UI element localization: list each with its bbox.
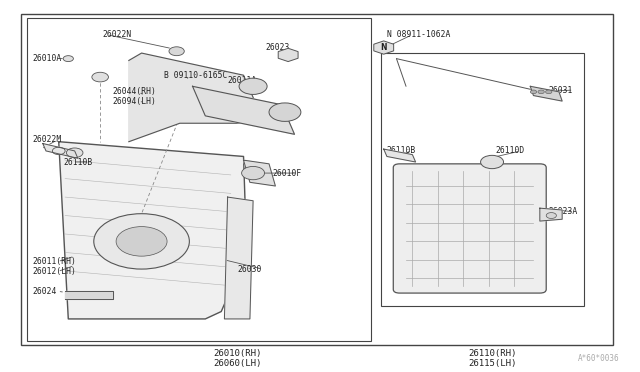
- Text: N: N: [380, 43, 387, 52]
- Polygon shape: [59, 142, 246, 319]
- Text: 26022M: 26022M: [32, 135, 61, 144]
- Polygon shape: [540, 208, 562, 221]
- Polygon shape: [531, 86, 562, 101]
- Circle shape: [545, 90, 552, 94]
- Polygon shape: [244, 160, 275, 186]
- Circle shape: [116, 227, 167, 256]
- Text: 26022N: 26022N: [103, 30, 132, 39]
- Text: 26115(LH): 26115(LH): [468, 359, 516, 368]
- Text: 26060(LH): 26060(LH): [213, 359, 261, 368]
- Circle shape: [239, 78, 267, 94]
- Circle shape: [546, 212, 556, 218]
- Circle shape: [538, 90, 544, 94]
- Text: 26110B: 26110B: [64, 157, 93, 167]
- Polygon shape: [193, 86, 294, 134]
- Text: 26030: 26030: [237, 264, 262, 273]
- Text: 26110D: 26110D: [495, 147, 525, 155]
- Text: N 08911-1062A: N 08911-1062A: [387, 30, 451, 39]
- Circle shape: [242, 166, 264, 180]
- Text: 26110B: 26110B: [387, 147, 416, 155]
- Text: 26010(RH): 26010(RH): [213, 350, 261, 359]
- Text: 26110(RH): 26110(RH): [468, 350, 516, 359]
- Text: B 09110-6165C: B 09110-6165C: [164, 71, 227, 80]
- Polygon shape: [384, 149, 415, 162]
- Text: 26012(LH): 26012(LH): [32, 267, 76, 276]
- Circle shape: [63, 56, 74, 62]
- Bar: [381, 53, 584, 306]
- Text: A*60*0036: A*60*0036: [578, 354, 620, 363]
- Bar: [27, 18, 371, 341]
- Circle shape: [169, 47, 184, 56]
- Circle shape: [94, 214, 189, 269]
- Text: 26011A: 26011A: [228, 76, 257, 85]
- FancyBboxPatch shape: [394, 164, 546, 293]
- Circle shape: [531, 90, 537, 94]
- Polygon shape: [43, 144, 78, 158]
- Text: 26044(RH): 26044(RH): [113, 87, 157, 96]
- Polygon shape: [65, 291, 113, 299]
- Circle shape: [67, 148, 83, 158]
- Text: 26011(RH): 26011(RH): [32, 257, 76, 266]
- Text: 26023A: 26023A: [548, 207, 577, 217]
- Circle shape: [92, 72, 108, 82]
- Text: 26023: 26023: [266, 43, 290, 52]
- Text: 26010A: 26010A: [32, 54, 61, 63]
- Bar: [20, 14, 613, 345]
- Text: 26024: 26024: [32, 287, 56, 296]
- Text: 26031: 26031: [548, 86, 573, 94]
- Circle shape: [481, 155, 504, 169]
- Polygon shape: [129, 53, 262, 142]
- Text: 26010F: 26010F: [272, 169, 301, 177]
- Text: 26094(LH): 26094(LH): [113, 97, 157, 106]
- Circle shape: [269, 103, 301, 121]
- Polygon shape: [225, 197, 253, 319]
